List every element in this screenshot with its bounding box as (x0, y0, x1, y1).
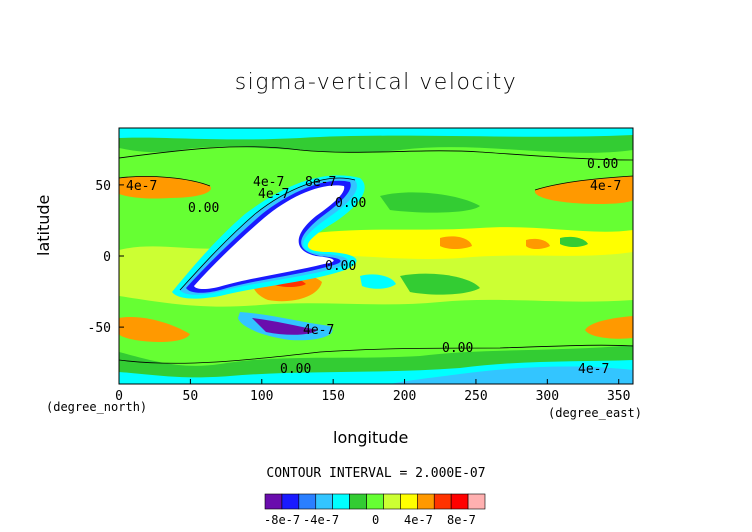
contour-interval-label: CONTOUR INTERVAL = 2.000E-07 (266, 466, 486, 481)
contour-label: 4e-7 (126, 179, 157, 194)
warm-patch-nw (119, 176, 211, 199)
colorbar-swatch (315, 493, 333, 510)
contour-label: 4e-7 (303, 323, 334, 338)
x-axis-title: longitude (333, 428, 409, 447)
north-cold-band (119, 128, 633, 140)
colorbar-label: -4e-7 (303, 513, 340, 527)
south-tongue-core (252, 318, 318, 335)
colorbar-swatch (433, 493, 452, 510)
contour-label: 0.00 (442, 341, 473, 356)
contour-labels: 4e-7 4e-7 8e-7 0.00 0.00 0.00 0.00 4e-7 … (126, 157, 621, 377)
contour-line (179, 177, 356, 291)
x-tick-label: 0 (115, 389, 123, 404)
y-tick-label: 0 (103, 250, 111, 265)
contour-label: 0.00 (188, 201, 219, 216)
x-tick-label: 150 (321, 389, 344, 404)
x-tick-label: 250 (464, 389, 487, 404)
y-axis-title: latitude (34, 194, 53, 256)
contour-label: 0.00 (325, 259, 356, 274)
green-patch-1 (380, 192, 480, 213)
contour-label: 4e-7 (253, 175, 284, 190)
contour-label: 0.00 (335, 196, 366, 211)
colorbar (264, 493, 486, 510)
colorbar-swatch (450, 493, 469, 510)
colorbar-label: 0 (372, 513, 380, 527)
heatmap-field (119, 128, 633, 384)
colorbar-label: 4e-7 (404, 513, 433, 527)
contour-label: 4e-7 (590, 179, 621, 194)
axis-ticks: 0 50 100 150 200 250 300 350 -50 0 50 (88, 179, 631, 404)
warm-patch-se (585, 316, 633, 339)
warm-patch-sw (119, 316, 190, 342)
contour-line (118, 176, 211, 187)
colorbar-label: 8e-7 (447, 513, 476, 527)
x-tick-label: 300 (536, 389, 559, 404)
colorbar-swatch (467, 493, 486, 510)
warm-patch-ne (534, 176, 633, 204)
x-tick-label: 200 (393, 389, 416, 404)
colorbar-label: -8e-7 (264, 513, 301, 527)
y-tick-label: -50 (88, 321, 111, 336)
contour-label: 4e-7 (258, 187, 289, 202)
y-tick-label: 50 (95, 179, 111, 194)
contour-lines (118, 146, 634, 364)
green-spot-3 (560, 236, 588, 247)
x-axis-unit: (degree_east) (548, 406, 642, 420)
colorbar-swatch (417, 493, 435, 510)
cold-spot-1 (360, 274, 396, 289)
x-tick-label: 100 (250, 389, 273, 404)
x-tick-label: 50 (183, 389, 199, 404)
colorbar-swatch (366, 493, 384, 510)
descent-saturated (194, 185, 345, 289)
green-patch-2 (400, 273, 480, 295)
colorbar-swatch (332, 493, 350, 510)
colorbar-swatch (298, 493, 317, 510)
warm-spot-1 (440, 236, 472, 249)
colorbar-swatch (281, 493, 300, 510)
contour-label: 0.00 (280, 362, 311, 377)
colorbar-swatch (383, 493, 401, 510)
colorbar-swatch (264, 493, 283, 510)
contour-line (118, 146, 634, 161)
warm-spot-2 (526, 238, 550, 249)
colorbar-swatch (349, 493, 367, 510)
contour-label: 0.00 (587, 157, 618, 172)
chart-title: sigma-vertical velocity (234, 70, 518, 95)
y-axis-unit: (degree_north) (46, 400, 148, 414)
contour-label: 4e-7 (578, 362, 609, 377)
contour-label: 8e-7 (305, 175, 336, 190)
colorbar-swatch (400, 493, 418, 510)
contour-line (534, 175, 634, 191)
contour-line (118, 344, 634, 364)
south-deep-band (390, 366, 633, 384)
x-tick-label: 350 (607, 389, 630, 404)
